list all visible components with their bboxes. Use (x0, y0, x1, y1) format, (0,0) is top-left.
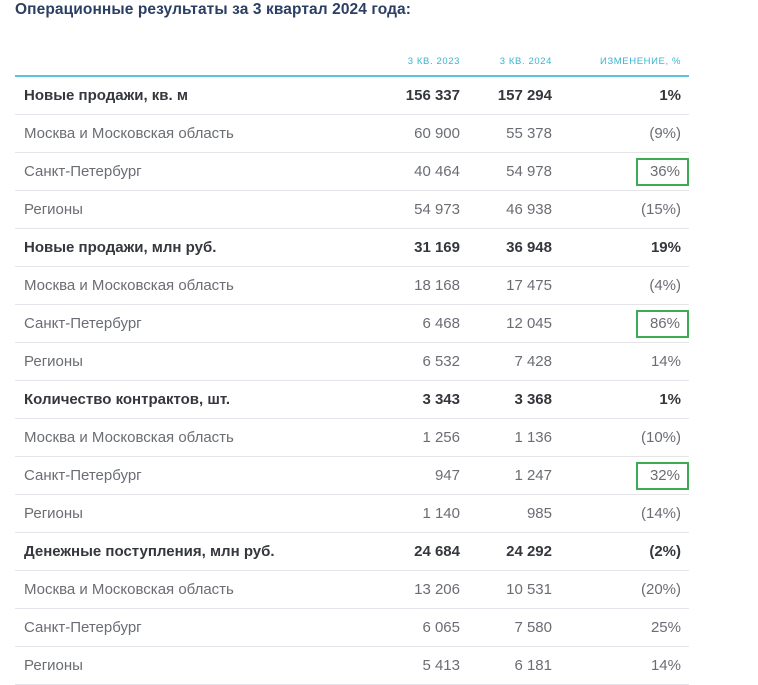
value-q3-2023: 6 532 (375, 342, 468, 381)
value-q3-2024: 54 978 (468, 152, 560, 191)
value-q3-2023: 1 256 (375, 418, 468, 457)
table-row: Санкт-Петербург 947 1 247 32% (15, 456, 689, 495)
row-label: Москва и Московская область (15, 266, 375, 305)
value-q3-2023: 947 (375, 456, 468, 495)
table-row-section: Количество контрактов, шт. 3 343 3 368 1% (15, 380, 689, 419)
table-row-section: Новые продажи, млн руб. 31 169 36 948 19% (15, 228, 689, 267)
value-q3-2024: 1 247 (468, 456, 560, 495)
value-q3-2024: 7 428 (468, 342, 560, 381)
table-row: Санкт-Петербург 6 468 12 045 86% (15, 304, 689, 343)
row-label: Новые продажи, кв. м (15, 76, 375, 115)
highlight-box: 36% (635, 157, 689, 186)
value-q3-2024: 157 294 (468, 76, 560, 115)
value-q3-2024: 3 368 (468, 380, 560, 419)
value-q3-2024: 12 045 (468, 304, 560, 343)
value-q3-2024: 7 580 (468, 608, 560, 647)
row-label: Санкт-Петербург (15, 304, 375, 343)
value-change: 1% (560, 380, 689, 419)
value-q3-2023: 6 065 (375, 608, 468, 647)
value-change: (10%) (560, 418, 689, 457)
table-row: Регионы 1 140 985 (14%) (15, 494, 689, 533)
value-change: 14% (560, 646, 689, 685)
value-q3-2024: 985 (468, 494, 560, 533)
value-q3-2023: 18 168 (375, 266, 468, 305)
value-change: 25% (560, 608, 689, 647)
value-q3-2024: 36 948 (468, 228, 560, 267)
value-change: 36% (560, 152, 689, 191)
row-label: Регионы (15, 494, 375, 533)
value-q3-2023: 60 900 (375, 114, 468, 153)
value-q3-2023: 31 169 (375, 228, 468, 267)
row-label: Санкт-Петербург (15, 456, 375, 495)
table-row: Санкт-Петербург 6 065 7 580 25% (15, 608, 689, 647)
table-row: Регионы 6 532 7 428 14% (15, 342, 689, 381)
value-change: (2%) (560, 532, 689, 571)
value-change: (15%) (560, 190, 689, 229)
value-change: 14% (560, 342, 689, 381)
value-change: (9%) (560, 114, 689, 153)
value-q3-2024: 46 938 (468, 190, 560, 229)
value-q3-2023: 24 684 (375, 532, 468, 571)
row-label: Регионы (15, 342, 375, 381)
table-body: Новые продажи, кв. м 156 337 157 294 1% Моск… (15, 76, 689, 685)
row-label: Москва и Московская область (15, 114, 375, 153)
header-change: Изменение, % (560, 48, 689, 77)
operational-results-table: 3 кв. 2023 3 кв. 2024 Изменение, % Новые… (15, 48, 689, 685)
table-row-section: Новые продажи, кв. м 156 337 157 294 1% (15, 76, 689, 115)
value-q3-2023: 3 343 (375, 380, 468, 419)
value-q3-2023: 5 413 (375, 646, 468, 685)
value-change: 1% (560, 76, 689, 115)
value-change: 32% (560, 456, 689, 495)
value-q3-2024: 6 181 (468, 646, 560, 685)
header-q3-2024: 3 кв. 2024 (468, 48, 560, 77)
header-q3-2023: 3 кв. 2023 (375, 48, 468, 77)
highlight-box: 32% (635, 461, 689, 490)
table-row: Москва и Московская область 13 206 10 531(… (15, 570, 689, 609)
value-q3-2024: 1 136 (468, 418, 560, 457)
value-q3-2023: 6 468 (375, 304, 468, 343)
row-label: Регионы (15, 190, 375, 229)
page-title: Операционные результаты за 3 квартал 202… (15, 1, 412, 18)
value-q3-2024: 17 475 (468, 266, 560, 305)
value-change: 86% (560, 304, 689, 343)
value-q3-2023: 13 206 (375, 570, 468, 609)
value-change: (14%) (560, 494, 689, 533)
table-row: Москва и Московская область 18 168 17 475(… (15, 266, 689, 305)
value-q3-2024: 10 531 (468, 570, 560, 609)
value-q3-2023: 54 973 (375, 190, 468, 229)
table-row: Санкт-Петербург 40 464 54 978 36% (15, 152, 689, 191)
table-row-section: Денежные поступления, млн руб. 24 684 24 2… (15, 532, 689, 571)
value-q3-2024: 55 378 (468, 114, 560, 153)
row-label: Москва и Московская область (15, 570, 375, 609)
highlight-box: 86% (635, 309, 689, 338)
value-change: 19% (560, 228, 689, 267)
row-label: Санкт-Петербург (15, 608, 375, 647)
table-header-row: 3 кв. 2023 3 кв. 2024 Изменение, % (15, 48, 689, 77)
row-label: Количество контрактов, шт. (15, 380, 375, 419)
value-q3-2024: 24 292 (468, 532, 560, 571)
value-q3-2023: 1 140 (375, 494, 468, 533)
row-label: Новые продажи, млн руб. (15, 228, 375, 267)
row-label: Денежные поступления, млн руб. (15, 532, 375, 571)
row-label: Москва и Московская область (15, 418, 375, 457)
row-label: Санкт-Петербург (15, 152, 375, 191)
row-label: Регионы (15, 646, 375, 685)
table-row: Регионы 54 973 46 938 (15%) (15, 190, 689, 229)
value-change: (20%) (560, 570, 689, 609)
table-row: Регионы 5 413 6 181 14% (15, 646, 689, 685)
value-change: (4%) (560, 266, 689, 305)
value-q3-2023: 156 337 (375, 76, 468, 115)
value-q3-2023: 40 464 (375, 152, 468, 191)
header-label (15, 48, 375, 77)
table-row: Москва и Московская область 60 900 55 378(… (15, 114, 689, 153)
table-row: Москва и Московская область 1 256 1 136 (10… (15, 418, 689, 457)
